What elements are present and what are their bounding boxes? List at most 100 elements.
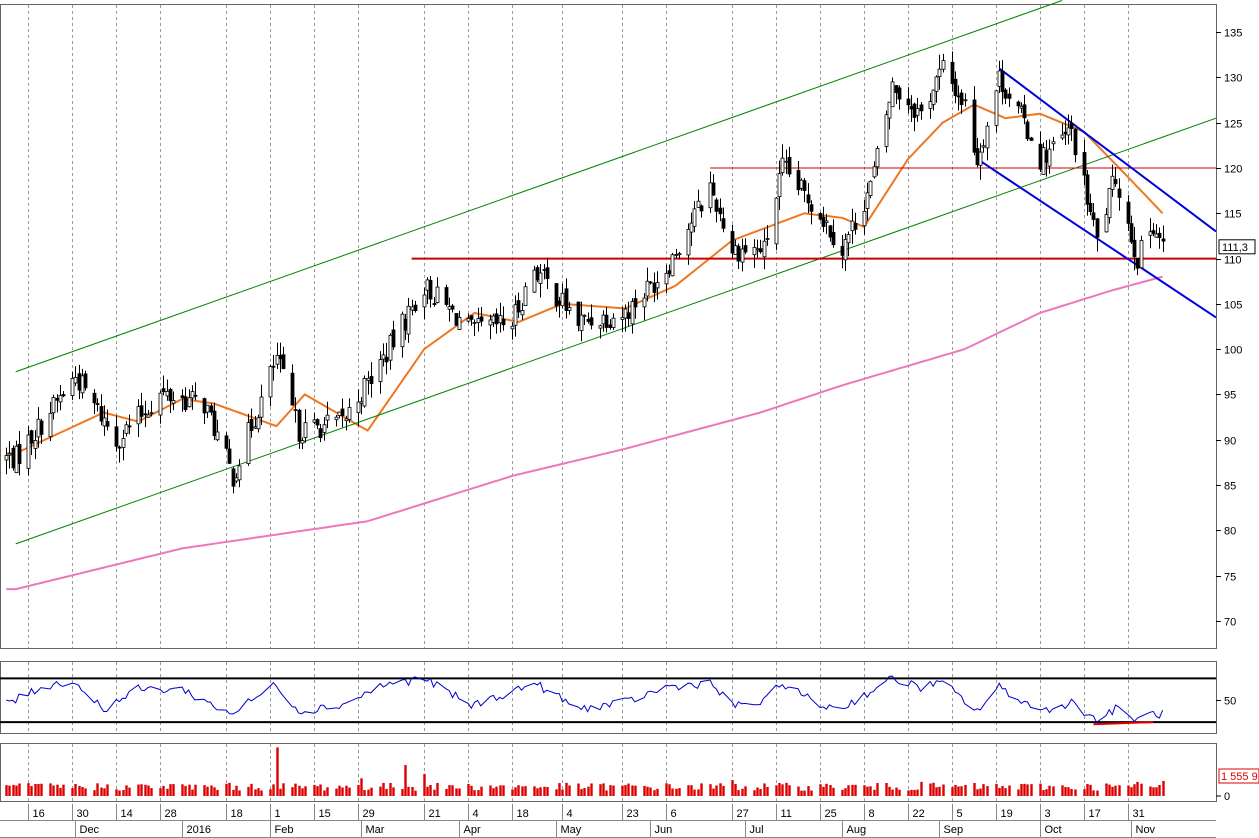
- candle-body: [762, 240, 767, 258]
- candle-body: [259, 396, 264, 418]
- candle-body: [890, 81, 895, 108]
- x-day-label: 5: [957, 808, 963, 820]
- candle-body: [802, 180, 807, 191]
- candle-body: [994, 90, 999, 126]
- candle-body: [862, 210, 867, 227]
- candle-body: [190, 391, 195, 399]
- candle-body: [278, 354, 283, 360]
- candle-body: [55, 398, 60, 401]
- candle-body: [853, 222, 858, 230]
- candle-body: [686, 228, 691, 256]
- candle-body: [1051, 141, 1056, 145]
- candle-body: [231, 468, 236, 487]
- candle-body: [674, 254, 679, 256]
- candle-body: [488, 319, 493, 326]
- x-day-label: 11: [781, 808, 792, 820]
- candle-body: [608, 324, 613, 328]
- candle-body: [542, 269, 547, 271]
- x-day-label: 3: [1045, 808, 1051, 820]
- candle-body: [714, 199, 719, 212]
- candle-body: [95, 403, 100, 405]
- candle-body: [105, 421, 110, 427]
- candle-body: [630, 301, 635, 325]
- candle-body: [193, 394, 198, 397]
- candle-body: [337, 411, 342, 416]
- candle-body: [268, 366, 273, 398]
- candle-body: [560, 292, 565, 307]
- candle-body: [909, 105, 914, 110]
- x-day-label: 1: [275, 808, 281, 820]
- candle-body: [1132, 239, 1137, 258]
- candle-body: [667, 270, 672, 274]
- candle-body: [1135, 257, 1140, 269]
- candle-body: [447, 306, 452, 310]
- y-tick-label: 70: [1224, 617, 1236, 629]
- candle-body: [752, 246, 757, 256]
- candle-body: [645, 280, 650, 297]
- candle-body: [912, 103, 917, 118]
- candle-body: [664, 272, 669, 285]
- candle-body: [997, 70, 1002, 87]
- vol-y-tick-label: 0: [1224, 791, 1230, 803]
- x-day-label: 30: [77, 808, 89, 820]
- candle-body: [718, 207, 723, 215]
- candle-body: [784, 160, 789, 163]
- candle-body: [740, 248, 745, 263]
- x-day-label: 29: [363, 808, 375, 820]
- candle-body: [755, 248, 760, 251]
- candle-body: [934, 76, 939, 92]
- candle-body: [271, 365, 276, 368]
- x-day-label: 18: [517, 808, 529, 820]
- candle-body: [894, 85, 899, 94]
- candle-body: [824, 220, 829, 223]
- candle-body: [293, 409, 298, 411]
- y-tick-label: 90: [1224, 436, 1236, 448]
- candle-body: [403, 318, 408, 331]
- candle-body: [312, 419, 317, 423]
- candle-body: [1161, 238, 1166, 242]
- candle-body: [981, 145, 986, 148]
- x-day-label: 16: [33, 808, 45, 820]
- y-tick-label: 115: [1224, 209, 1242, 221]
- trend-line: [15, 117, 1217, 545]
- candle-body: [963, 99, 968, 102]
- candle-body: [567, 307, 572, 311]
- candle-body: [897, 87, 902, 100]
- candle-body: [576, 301, 581, 326]
- x-day-label: 28: [165, 808, 177, 820]
- candle-body: [498, 315, 503, 324]
- candle-body: [384, 356, 389, 363]
- x-month-label: Dec: [80, 824, 100, 836]
- last-price-box: [1218, 239, 1256, 255]
- candle-body: [334, 416, 339, 421]
- x-day-label: 4: [567, 808, 573, 820]
- x-day-label: 31: [1133, 808, 1145, 820]
- candle-body: [516, 300, 521, 313]
- x-day-label: 6: [671, 808, 677, 820]
- candle-body: [1019, 105, 1024, 109]
- candle-body: [648, 281, 653, 284]
- candle-body: [513, 304, 518, 326]
- candle-body: [985, 125, 990, 149]
- candle-body: [469, 315, 474, 320]
- candle-body: [121, 438, 126, 448]
- candle-body: [4, 455, 9, 461]
- candle-body: [959, 92, 964, 105]
- candle-body: [26, 434, 31, 469]
- candle-body: [410, 306, 415, 311]
- candle-body: [828, 225, 833, 238]
- y-tick-label: 80: [1224, 526, 1236, 538]
- candle-body: [956, 95, 961, 98]
- candle-body: [435, 286, 440, 303]
- candle-body: [520, 310, 525, 316]
- candle-body: [872, 166, 877, 178]
- candle-body: [950, 61, 955, 85]
- candle-body: [124, 424, 129, 434]
- candle-body: [1022, 104, 1027, 119]
- candle-body: [428, 279, 433, 300]
- candle-body: [554, 283, 559, 307]
- candle-body: [1029, 137, 1034, 141]
- candle-body: [523, 286, 528, 306]
- candle-body: [850, 220, 855, 232]
- candle-body: [187, 397, 192, 408]
